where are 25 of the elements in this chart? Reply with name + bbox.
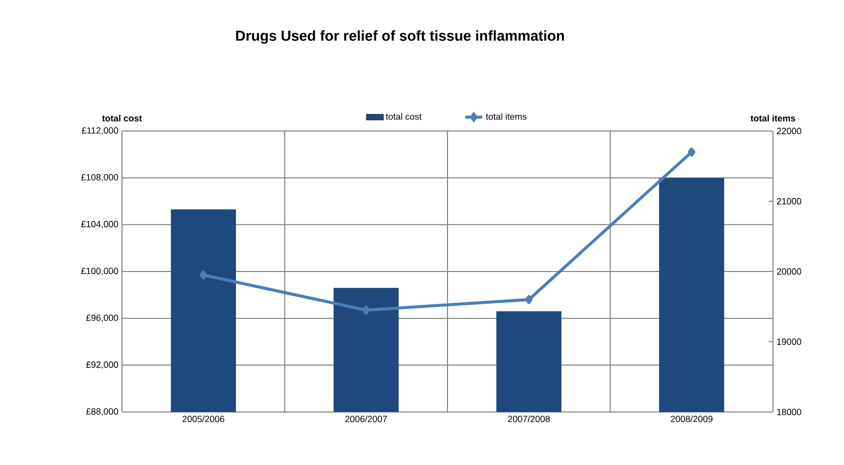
y-tick-label: £104,000 [81, 220, 118, 228]
y2-tick-label: 19000 [777, 338, 802, 345]
legend-label: total cost [386, 113, 422, 120]
y2-tick-label: 21000 [776, 198, 802, 204]
y-tick-label: £96,000 [86, 314, 118, 322]
y2-tick-label: 22000 [776, 128, 802, 134]
y-axis-title: total cost [102, 114, 142, 122]
x-tick-label: 2007/2008 [508, 416, 550, 422]
y2-axis-title: total items [750, 114, 796, 122]
point [362, 306, 370, 315]
legend-label: total items [486, 113, 526, 120]
x-tick-label: 2006/2007 [345, 416, 387, 422]
y-tick-label: £88,000 [86, 408, 118, 416]
x-tick-label: 2005/2006 [182, 416, 224, 422]
chart-title: Drugs Used for relief of soft tissue inflammation [236, 30, 564, 44]
x-tick-label: 2008/2009 [670, 416, 712, 422]
y-tick-label: £92,000 [86, 361, 118, 369]
y-tick-label: £108,000 [81, 174, 118, 182]
point [688, 148, 696, 157]
y2-tick-label: 18000 [777, 408, 802, 416]
y-tick-label: £112,000 [82, 127, 118, 135]
point [525, 295, 533, 304]
y2-tick-label: 20000 [776, 268, 802, 275]
point [200, 270, 208, 280]
y-tick-label: £100,000 [81, 268, 118, 276]
